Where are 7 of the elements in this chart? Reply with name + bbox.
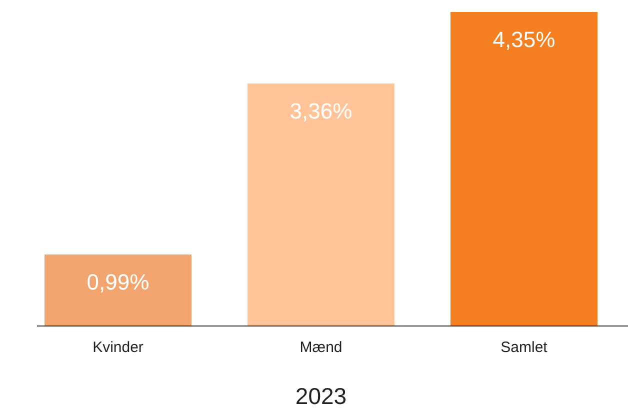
x-tick-label: Samlet — [500, 339, 548, 356]
data-label: 4,35% — [492, 27, 556, 52]
data-label: 3,36% — [290, 98, 352, 124]
x-tick-label: Kvinder — [92, 339, 144, 356]
data-label: 0,99% — [86, 270, 150, 295]
x-axis-title: 2023 — [295, 383, 347, 409]
x-tick-label: Mænd — [300, 339, 342, 356]
